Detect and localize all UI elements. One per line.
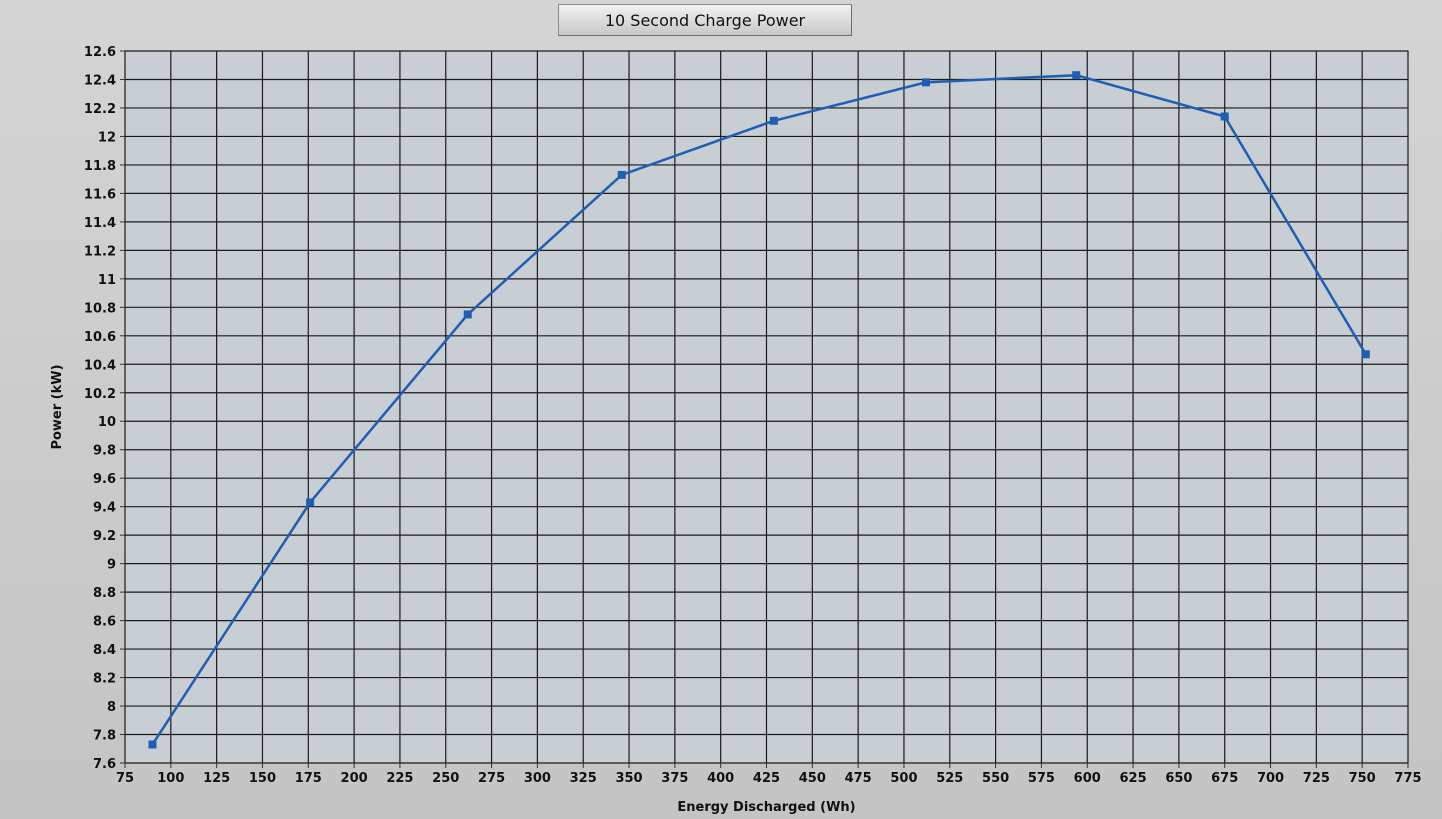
x-tick-label: 275	[478, 771, 505, 786]
x-tick-label: 475	[845, 771, 872, 786]
data-point	[769, 116, 778, 125]
x-tick-label: 250	[432, 771, 459, 786]
y-tick-label: 11.6	[84, 187, 116, 202]
grid-lines	[124, 50, 1409, 764]
x-tick-label: 200	[341, 771, 368, 786]
y-tick-label: 12.2	[84, 102, 116, 117]
y-tick-label: 7.6	[93, 757, 116, 772]
data-point	[1072, 71, 1081, 80]
x-axis-title: Energy Discharged (Wh)	[677, 800, 855, 815]
y-tick-label: 10.2	[84, 387, 116, 402]
x-tick-label: 725	[1303, 771, 1330, 786]
y-tick-label: 12	[98, 130, 116, 145]
data-point	[1361, 350, 1370, 359]
x-tick-label: 325	[570, 771, 597, 786]
x-tick-label: 775	[1394, 771, 1421, 786]
series-layer	[148, 71, 1370, 749]
x-tick-label: 625	[1120, 771, 1147, 786]
y-tick-label: 10	[98, 415, 116, 430]
y-tick-label: 12.6	[84, 45, 116, 60]
y-tick-label: 10.6	[84, 330, 116, 345]
x-tick-label: 100	[157, 771, 184, 786]
y-tick-label: 9.8	[93, 444, 116, 459]
y-tick-label: 11.2	[84, 244, 116, 259]
x-tick-label: 550	[982, 771, 1009, 786]
data-point	[1220, 112, 1229, 121]
y-tick-label: 8.2	[93, 672, 116, 687]
x-tick-label: 600	[1074, 771, 1101, 786]
y-tick-label: 12.4	[84, 73, 116, 88]
x-tick-label: 675	[1211, 771, 1238, 786]
x-tick-label: 75	[116, 771, 134, 786]
y-tick-label: 10.4	[84, 358, 116, 373]
y-tick-label: 9.4	[93, 501, 116, 516]
data-point	[921, 78, 930, 87]
x-tick-label: 650	[1165, 771, 1192, 786]
data-point	[148, 740, 157, 749]
y-tick-label: 8.4	[93, 643, 116, 658]
y-tick-label: 9.6	[93, 472, 116, 487]
y-tick-label: 11	[98, 273, 116, 288]
x-tick-label: 750	[1349, 771, 1376, 786]
x-tick-label: 450	[799, 771, 826, 786]
x-tick-label: 525	[936, 771, 963, 786]
y-axis: 7.6 7.8 8 8.2 8.4 8.6 8.8 9 9.2 9.4 9.6 9.8 10 10.2 10…	[84, 45, 125, 772]
x-axis: 75 100 125 150 175 200 225 250 275 300 325 350 375 40…	[116, 763, 1422, 786]
x-tick-label: 425	[753, 771, 780, 786]
y-tick-label: 10.8	[84, 301, 116, 316]
x-tick-label: 175	[295, 771, 322, 786]
data-point	[463, 310, 472, 319]
y-tick-label: 8	[107, 700, 116, 715]
y-tick-label: 11.4	[84, 216, 116, 231]
y-axis-title: Power (kW)	[50, 364, 65, 449]
x-tick-label: 400	[707, 771, 734, 786]
x-tick-label: 350	[615, 771, 642, 786]
y-tick-label: 9.2	[93, 529, 116, 544]
x-tick-label: 125	[203, 771, 230, 786]
y-tick-label: 8.8	[93, 586, 116, 601]
x-tick-label: 500	[890, 771, 917, 786]
x-tick-label: 575	[1028, 771, 1055, 786]
x-tick-label: 375	[661, 771, 688, 786]
x-tick-label: 300	[524, 771, 551, 786]
data-point	[306, 498, 315, 507]
y-tick-label: 8.6	[93, 615, 116, 630]
y-tick-label: 9	[107, 558, 116, 573]
x-tick-label: 225	[386, 771, 413, 786]
x-tick-label: 150	[249, 771, 276, 786]
y-tick-label: 7.8	[93, 729, 116, 744]
data-point	[617, 170, 626, 179]
x-tick-label: 700	[1257, 771, 1284, 786]
y-tick-label: 11.8	[84, 159, 116, 174]
chart-title: 10 Second Charge Power	[558, 4, 852, 36]
